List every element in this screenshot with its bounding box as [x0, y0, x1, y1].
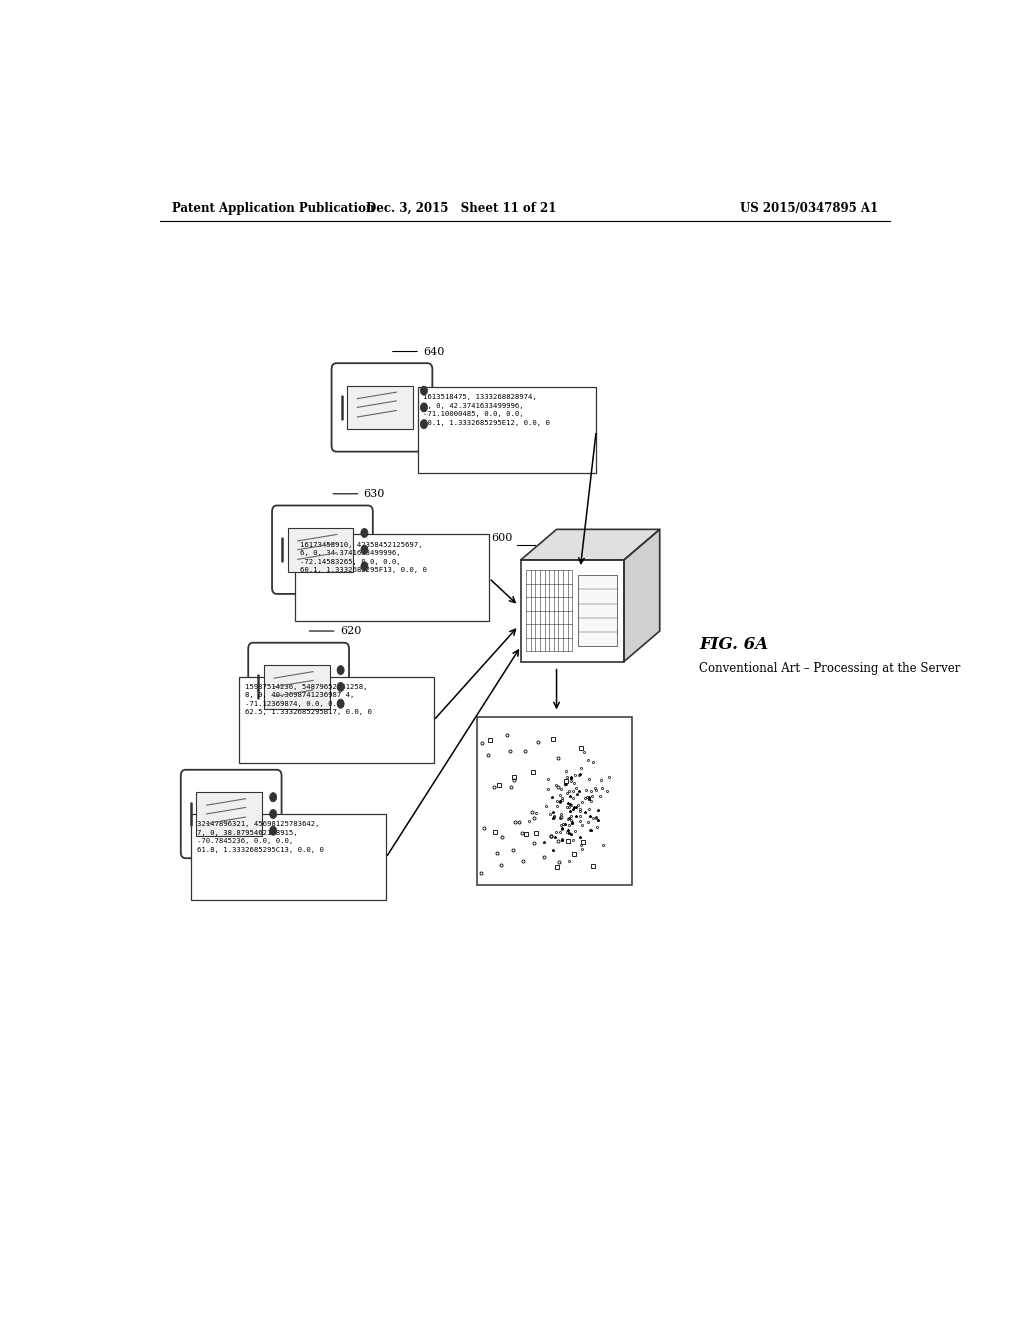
Circle shape	[421, 420, 427, 429]
Polygon shape	[521, 529, 659, 560]
Text: 15987514236, 54879652341258,
8, 0, 40.3698741236987 4,
-71.12369874, 0.0, 0.0,
6: 15987514236, 54879652341258, 8, 0, 40.36…	[245, 684, 372, 715]
Circle shape	[269, 792, 276, 801]
Bar	[521, 560, 624, 661]
Bar	[295, 535, 489, 620]
Circle shape	[360, 562, 368, 572]
Text: Patent Application Publication: Patent Application Publication	[172, 202, 374, 215]
Text: Dec. 3, 2015   Sheet 11 of 21: Dec. 3, 2015 Sheet 11 of 21	[367, 202, 556, 215]
Bar	[197, 792, 262, 836]
Bar	[477, 718, 632, 886]
Circle shape	[337, 665, 344, 675]
FancyBboxPatch shape	[272, 506, 373, 594]
FancyBboxPatch shape	[181, 770, 282, 858]
Polygon shape	[624, 529, 659, 661]
Text: 640: 640	[423, 347, 444, 356]
Text: 16173458910, 42358452125697,
6, 0, 34.3741633499996,
-72.14583265, 0.0, 0.0,
60.: 16173458910, 42358452125697, 6, 0, 34.37…	[300, 541, 427, 573]
Bar	[418, 387, 596, 474]
FancyBboxPatch shape	[332, 363, 432, 451]
Circle shape	[269, 826, 276, 836]
Text: Conventional Art – Processing at the Server: Conventional Art – Processing at the Ser…	[699, 661, 961, 675]
Bar	[240, 677, 433, 763]
Circle shape	[337, 682, 344, 692]
Bar	[191, 814, 386, 900]
Circle shape	[269, 809, 276, 818]
Text: 600: 600	[492, 532, 513, 543]
FancyBboxPatch shape	[248, 643, 349, 731]
Text: 630: 630	[364, 488, 385, 499]
Text: 32147896321, 45698125783642,
7, 0, 38.8795462138915,
-70.7845236, 0.0, 0.0,
61.8: 32147896321, 45698125783642, 7, 0, 38.87…	[197, 821, 324, 853]
Circle shape	[421, 385, 427, 395]
Text: FIG. 6A: FIG. 6A	[699, 636, 769, 653]
Bar	[347, 385, 413, 429]
Bar	[264, 665, 330, 709]
Text: 610: 610	[272, 754, 294, 763]
Circle shape	[360, 545, 368, 554]
Text: US 2015/0347895 A1: US 2015/0347895 A1	[739, 202, 878, 215]
Bar	[288, 528, 353, 572]
Text: 1613518475, 1333268828974,
5, 0, 42.3741633499996,
-71.10000485, 0.0, 0.0,
60.1,: 1613518475, 1333268828974, 5, 0, 42.3741…	[423, 395, 550, 426]
Circle shape	[360, 528, 368, 537]
Bar	[578, 576, 616, 647]
Text: 620: 620	[340, 626, 361, 636]
Circle shape	[421, 403, 427, 412]
Circle shape	[337, 700, 344, 709]
